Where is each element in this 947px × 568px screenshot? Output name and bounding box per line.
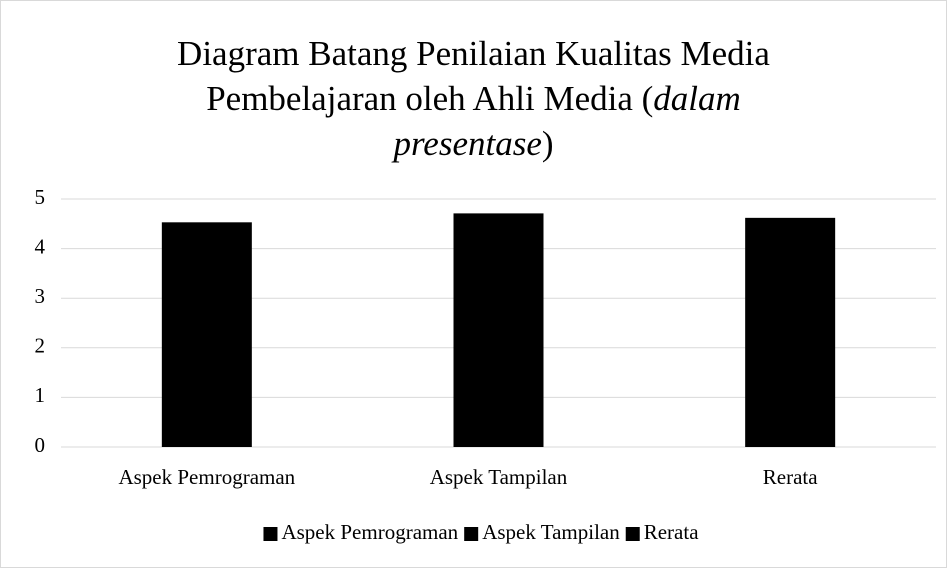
- legend-swatch: [625, 527, 640, 541]
- title-part: dalam presentase: [393, 79, 741, 163]
- title-part: Diagram Batang Penilaian Kualitas Media …: [177, 34, 770, 118]
- x-tick-label: Aspek Tampilan: [430, 465, 568, 489]
- y-tick-label: 3: [35, 284, 46, 308]
- legend-swatch: [464, 527, 479, 541]
- bar: [453, 213, 544, 447]
- legend-label: Aspek Pemrograman: [281, 520, 458, 544]
- y-tick-label: 2: [35, 334, 46, 358]
- y-tick-label: 5: [35, 185, 46, 209]
- y-tick-label: 4: [35, 234, 46, 258]
- legend-label: Aspek Tampilan: [482, 520, 620, 544]
- y-tick-label: 1: [35, 383, 46, 407]
- bar: [161, 222, 252, 447]
- y-tick-label: 0: [35, 433, 46, 457]
- x-tick-label: Rerata: [763, 465, 818, 489]
- chart-title: Diagram Batang Penilaian Kualitas Media …: [151, 31, 796, 166]
- title-part: ): [541, 124, 554, 163]
- legend-swatch: [263, 527, 278, 541]
- legend-label: Rerata: [644, 520, 699, 544]
- bar: [745, 217, 836, 447]
- x-tick-label: Aspek Pemrograman: [118, 465, 295, 489]
